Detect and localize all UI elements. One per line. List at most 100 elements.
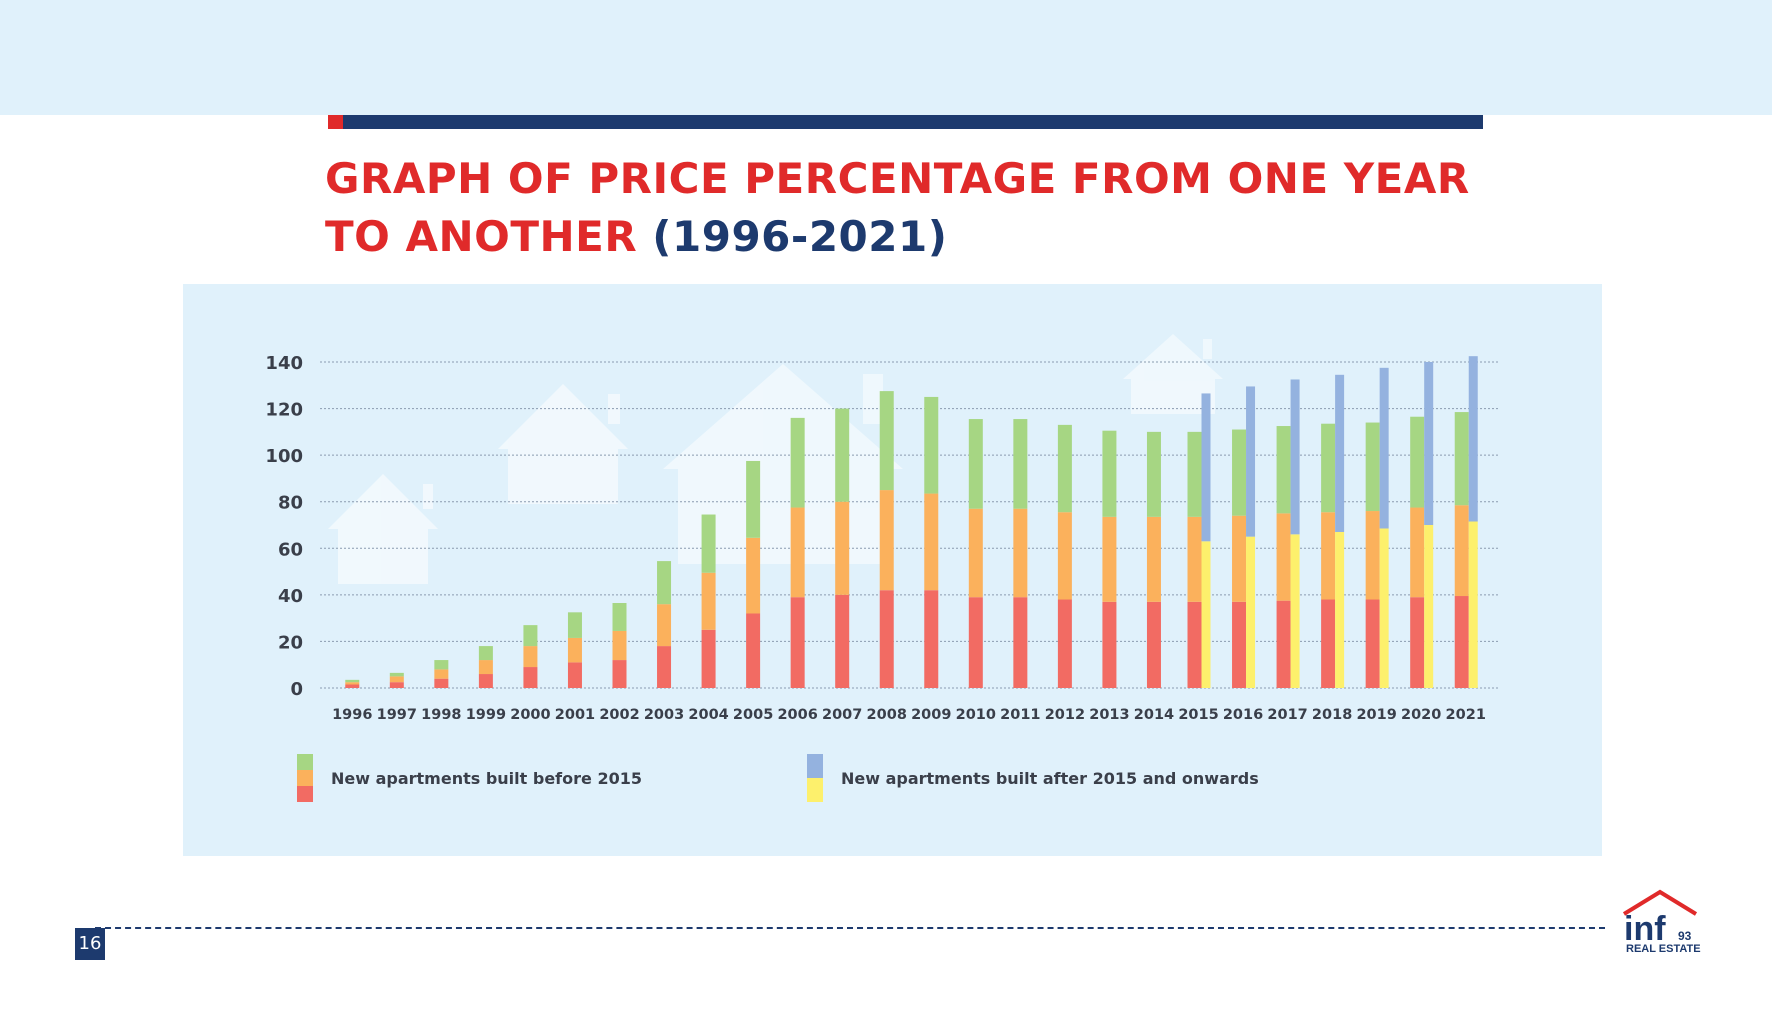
bar-segment [1057, 599, 1072, 688]
x-tick-label: 2018 [1312, 707, 1352, 723]
y-tick-label: 20 [278, 632, 303, 653]
bar-segment [1365, 511, 1380, 600]
bar-segment [879, 391, 894, 491]
legend-swatch [807, 778, 823, 802]
bar-segment [434, 660, 449, 670]
bar-segment [746, 537, 761, 614]
house-icon [328, 474, 438, 584]
y-tick-label: 140 [265, 353, 303, 374]
bar-segment [1146, 516, 1161, 602]
title-rule-accent [328, 115, 343, 129]
y-tick-label: 80 [278, 493, 303, 514]
legend-label: New apartments built before 2015 [331, 769, 642, 788]
bar-segment [389, 672, 404, 677]
y-tick-label: 0 [290, 679, 303, 700]
bar-segment [1057, 424, 1072, 513]
x-tick-label: 2014 [1134, 707, 1174, 723]
bar-segment [612, 630, 627, 661]
logo-subtitle: REAL ESTATE [1626, 943, 1701, 955]
title-line-2: TO ANOTHER [325, 212, 638, 261]
bar-segment [657, 604, 672, 647]
bar-segment [924, 493, 939, 591]
bar-segment [1276, 426, 1291, 514]
legend-swatch [297, 786, 313, 802]
bar-segment [478, 660, 493, 675]
bar-segment [701, 629, 716, 688]
x-tick-label: 2010 [956, 707, 996, 723]
x-tick-label: 2020 [1401, 707, 1441, 723]
bar-segment [1365, 422, 1380, 512]
bar-segment [434, 678, 449, 688]
page-title: GRAPH OF PRICE PERCENTAGE FROM ONE YEAR … [325, 150, 1470, 266]
bar-segment [478, 646, 493, 661]
bar-segment [1424, 362, 1434, 525]
x-tick-label: 2012 [1045, 707, 1085, 723]
legend: New apartments built before 2015 New apar… [297, 754, 1259, 802]
x-tick-label: 2016 [1223, 707, 1263, 723]
bar-segment [1321, 512, 1336, 600]
x-tick-label: 2000 [510, 707, 550, 723]
x-tick-label: 2004 [688, 707, 728, 723]
bar-segment [1201, 541, 1211, 688]
x-tick-label: 2011 [1000, 707, 1040, 723]
bar-segment [968, 508, 983, 598]
bar-segment [1468, 521, 1478, 688]
x-tick-label: 2003 [644, 707, 684, 723]
bar-segment [1187, 431, 1202, 517]
bar-segment [1321, 599, 1336, 688]
bar-segment [1335, 531, 1345, 688]
bar-segment [879, 490, 894, 591]
bar-segment [1454, 412, 1469, 506]
bar-segment [835, 408, 850, 502]
bar-segment [1290, 534, 1300, 688]
bar-segment [879, 590, 894, 688]
bar-segment [1146, 431, 1161, 517]
y-tick-label: 120 [265, 400, 303, 421]
bar-segment [1102, 516, 1117, 602]
bar-segment [1246, 536, 1256, 688]
x-tick-label: 1997 [377, 707, 417, 723]
title-line-1: GRAPH OF PRICE PERCENTAGE FROM ONE YEAR [325, 154, 1470, 203]
bar-segment [790, 597, 805, 688]
y-tick-label: 40 [278, 586, 303, 607]
legend-swatch [807, 754, 823, 778]
bar-segment [1410, 597, 1425, 688]
bar-segment [790, 507, 805, 598]
x-tick-label: 1999 [466, 707, 506, 723]
bar-segment [567, 612, 582, 638]
bar-segment [1232, 601, 1247, 688]
bar-segment [1379, 367, 1389, 529]
bar-segment [1201, 393, 1211, 542]
y-tick-label: 100 [265, 446, 303, 467]
bar-segment [1146, 601, 1161, 688]
bar-segment [567, 662, 582, 688]
legend-swatch [297, 754, 313, 770]
footer-divider [95, 927, 1605, 929]
chart-panel: 0 20 40 60 80 100 120 140 1996 1997 1998 1999 2000 2… [183, 284, 1602, 856]
bar-segment [1013, 508, 1028, 598]
bar-segment [523, 646, 538, 668]
x-tick-label: 2017 [1267, 707, 1307, 723]
house-icon [663, 364, 903, 564]
bar-segment [1410, 507, 1425, 598]
legend-label: New apartments built after 2015 and onwa… [841, 769, 1259, 788]
legend-swatch [297, 770, 313, 786]
bar-segment [1410, 416, 1425, 508]
bar-segment [701, 514, 716, 573]
house-watermarks [328, 334, 1223, 584]
house-icon [1123, 334, 1223, 414]
header-band [0, 0, 1772, 115]
title-rule [343, 115, 1483, 129]
logo-number: 93 [1678, 929, 1692, 943]
bar-segment [1232, 429, 1247, 516]
x-tick-label: 1998 [421, 707, 461, 723]
x-tick-label: 2009 [911, 707, 951, 723]
x-tick-label: 2001 [555, 707, 595, 723]
bar-chart: 0 20 40 60 80 100 120 140 1996 1997 1998 1999 2000 2… [265, 334, 1498, 802]
bar-segment [835, 594, 850, 688]
bar-segment [1187, 601, 1202, 688]
bar-segment [1187, 516, 1202, 602]
x-tick-label: 2008 [867, 707, 907, 723]
x-tick-label: 2005 [733, 707, 773, 723]
bar-segment [1290, 379, 1300, 535]
